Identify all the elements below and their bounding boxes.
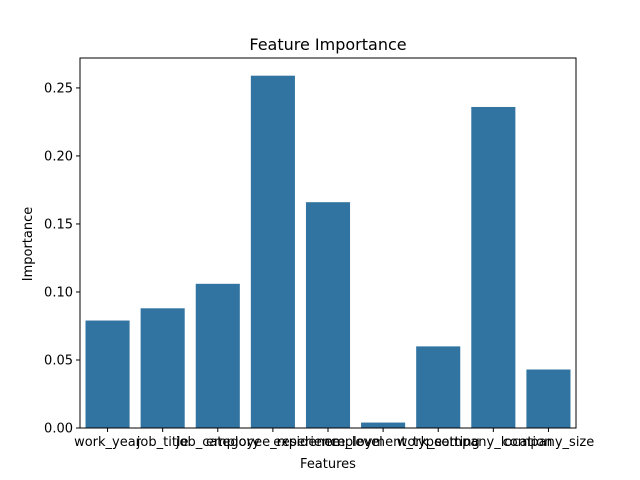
- y-tick-label: 0.10: [44, 285, 73, 300]
- bar-job_title: [140, 308, 185, 428]
- x-tick-label: company_size: [503, 435, 595, 450]
- x-axis: work_yearjob_titlejob_categoryemployee_r…: [74, 428, 594, 450]
- x-axis-label: Features: [300, 457, 356, 472]
- y-axis-label: Importance: [21, 207, 36, 282]
- bar-job_category: [195, 283, 240, 428]
- x-tick-label: work_setting: [397, 435, 480, 450]
- bar-company_size: [526, 369, 571, 428]
- bars-group: [85, 75, 571, 429]
- y-axis: 0.00 0.05 0.10 0.15 0.20 0.25: [44, 81, 80, 437]
- chart-title: Feature Importance: [249, 35, 406, 54]
- bar-employment_type: [361, 422, 406, 428]
- x-tick-label: company_location: [434, 435, 552, 450]
- x-tick-label: employee_residence: [206, 435, 340, 450]
- x-tick-label: experience_level: [273, 435, 382, 450]
- bar-work_year: [85, 320, 130, 428]
- y-tick-label: 0.05: [44, 353, 73, 368]
- y-tick-label: 0.20: [44, 149, 73, 164]
- x-tick-label: employment_type: [324, 435, 442, 450]
- bar-experience_level: [305, 202, 351, 428]
- y-tick-label: 0.25: [44, 81, 73, 96]
- bar-work_setting: [416, 346, 461, 428]
- x-tick-label: job_title: [136, 435, 189, 450]
- plot-frame: [79, 57, 577, 429]
- y-tick-label: 0.15: [44, 217, 73, 232]
- x-tick-label: job_category: [175, 435, 260, 450]
- bar-employee_residence: [250, 75, 295, 428]
- x-tick-label: work_year: [74, 435, 142, 450]
- y-tick-label: 0.00: [44, 422, 73, 437]
- bar-company_location: [471, 106, 516, 429]
